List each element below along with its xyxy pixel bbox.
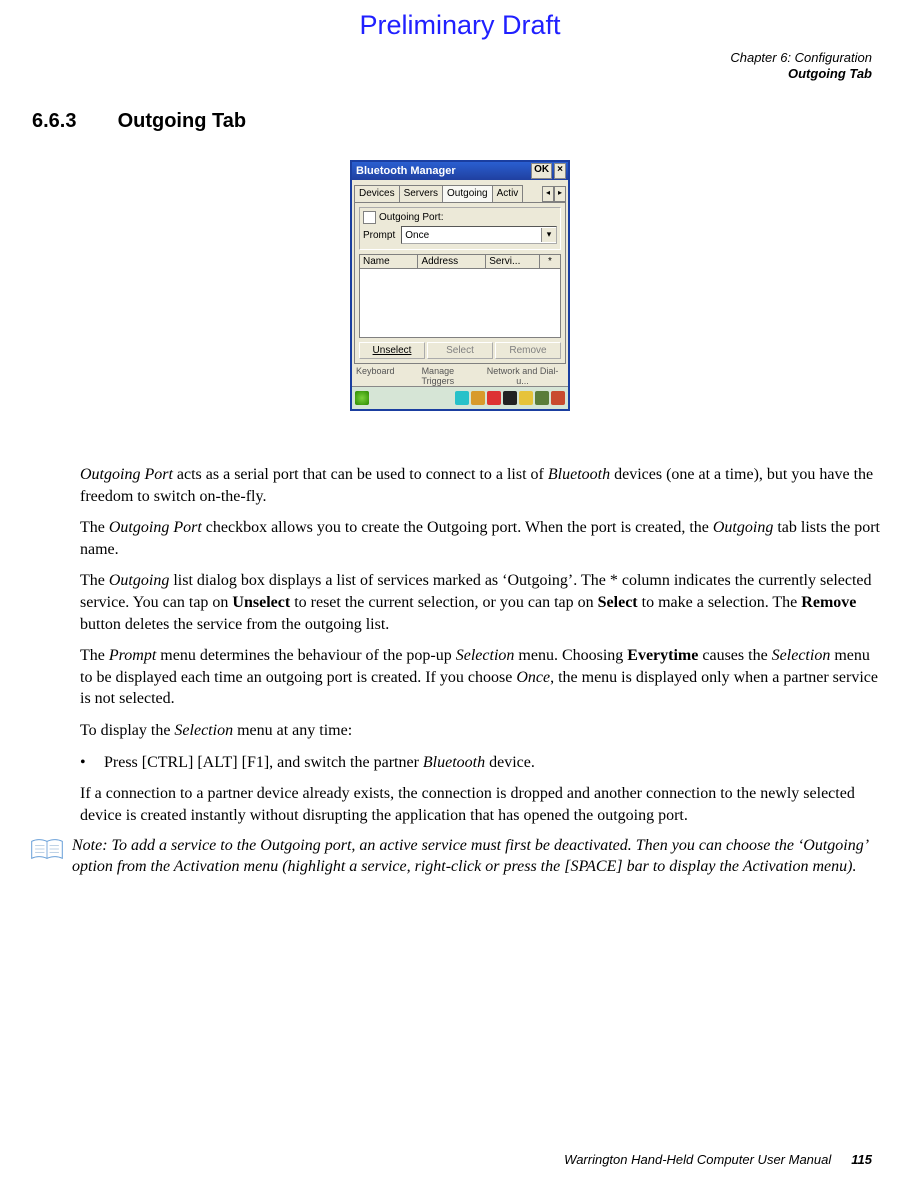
para-3: The Outgoing list dialog box displays a …	[80, 570, 880, 635]
unselect-button[interactable]: Unselect	[359, 342, 425, 359]
tray-icon-2[interactable]	[471, 391, 485, 405]
col-servi[interactable]: Servi...	[486, 255, 540, 268]
bullet-1: • Press [CTRL] [ALT] [F1], and switch th…	[80, 752, 880, 774]
tab-strip: Devices Servers Outgoing Activ ◂ ▸	[352, 180, 568, 202]
section-title: Outgoing Tab	[118, 110, 247, 132]
book-icon	[30, 836, 64, 862]
remove-button[interactable]: Remove	[495, 342, 561, 359]
para-1: Outgoing Port acts as a serial port that…	[80, 464, 880, 507]
draft-banner: Preliminary Draft	[0, 10, 920, 41]
tray-icon-7[interactable]	[551, 391, 565, 405]
status-row: Keyboard Manage Triggers Network and Dia…	[352, 366, 568, 386]
section-number: 6.6.3	[32, 110, 112, 133]
ok-button[interactable]: OK	[531, 163, 552, 179]
section-label: Outgoing Tab	[730, 66, 872, 82]
body-text: Outgoing Port acts as a serial port that…	[80, 464, 880, 878]
bluetooth-manager-window: Bluetooth Manager OK × Devices Servers O…	[350, 160, 570, 411]
tab-servers[interactable]: Servers	[399, 185, 443, 202]
window-title: Bluetooth Manager	[356, 162, 529, 180]
prompt-value: Once	[405, 230, 429, 241]
page-number: 115	[851, 1152, 872, 1167]
close-icon[interactable]: ×	[554, 163, 566, 179]
tab-scroll: ◂ ▸	[542, 186, 566, 202]
status-keyboard: Keyboard	[356, 366, 395, 386]
outgoing-port-checkbox[interactable]	[363, 211, 376, 224]
list-body[interactable]	[359, 269, 561, 338]
outgoing-port-group: Outgoing Port: Prompt Once ▾	[359, 207, 561, 250]
note-block: Note: To add a service to the Outgoing p…	[30, 836, 880, 878]
list-area: Name Address Servi... *	[359, 254, 561, 338]
para-4: The Prompt menu determines the behaviour…	[80, 645, 880, 710]
bullet-dot: •	[80, 752, 104, 774]
tab-panel: Outgoing Port: Prompt Once ▾ Name Addres…	[354, 202, 566, 364]
col-name[interactable]: Name	[360, 255, 418, 268]
outgoing-port-label: Outgoing Port:	[379, 212, 443, 223]
para-6: If a connection to a partner device alre…	[80, 783, 880, 826]
page-header: Chapter 6: Configuration Outgoing Tab	[730, 50, 872, 83]
footer-manual: Warrington Hand-Held Computer User Manua…	[564, 1152, 831, 1167]
tray-icon-5[interactable]	[519, 391, 533, 405]
tray-icon-4[interactable]	[503, 391, 517, 405]
tab-devices[interactable]: Devices	[354, 185, 400, 202]
chevron-down-icon[interactable]: ▾	[541, 228, 556, 242]
button-row: Unselect Select Remove	[359, 342, 561, 359]
note-text: Note: To add a service to the Outgoing p…	[72, 836, 880, 878]
section-heading: 6.6.3 Outgoing Tab	[32, 110, 246, 133]
tab-outgoing[interactable]: Outgoing	[442, 185, 493, 203]
tab-scroll-left-icon[interactable]: ◂	[542, 186, 554, 202]
list-header: Name Address Servi... *	[359, 254, 561, 269]
prompt-combo[interactable]: Once ▾	[401, 226, 557, 244]
tab-scroll-right-icon[interactable]: ▸	[554, 186, 566, 202]
start-icon[interactable]	[355, 391, 369, 405]
tray-icon-6[interactable]	[535, 391, 549, 405]
titlebar: Bluetooth Manager OK ×	[352, 162, 568, 180]
col-star[interactable]: *	[540, 255, 560, 268]
tray-icon-1[interactable]	[455, 391, 469, 405]
select-button[interactable]: Select	[427, 342, 493, 359]
para-5: To display the Selection menu at any tim…	[80, 720, 880, 742]
chapter-label: Chapter 6: Configuration	[730, 50, 872, 66]
tab-activ[interactable]: Activ	[492, 185, 524, 202]
status-network: Network and Dial-u...	[481, 366, 564, 386]
page-footer: Warrington Hand-Held Computer User Manua…	[0, 1152, 920, 1167]
taskbar	[352, 386, 568, 409]
prompt-label: Prompt	[363, 230, 395, 241]
para-2: The Outgoing Port checkbox allows you to…	[80, 517, 880, 560]
status-manage: Manage Triggers	[405, 366, 472, 386]
col-address[interactable]: Address	[418, 255, 486, 268]
tray-icon-3[interactable]	[487, 391, 501, 405]
